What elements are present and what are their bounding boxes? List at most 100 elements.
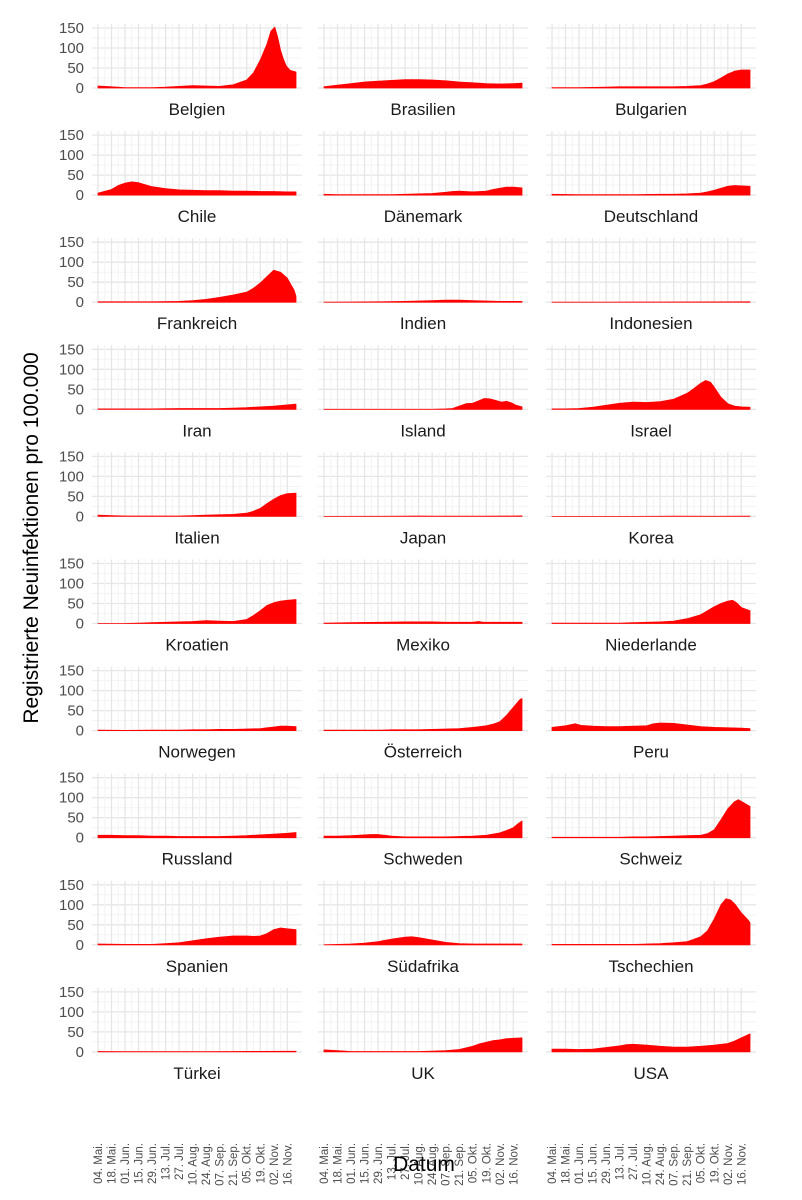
area-series bbox=[551, 722, 751, 731]
x-tick-label: 27. Jul. bbox=[174, 1143, 186, 1180]
panel: USA 04. Mai. 18. Mai. 01. Jun. 15. Jun. 29. J… bbox=[546, 987, 756, 1186]
x-tick-label: 15. Jun. bbox=[134, 1143, 146, 1184]
panel-label: Italien bbox=[174, 528, 219, 547]
panel-label: Korea bbox=[628, 528, 674, 547]
y-tick-label: 0 bbox=[76, 80, 84, 97]
y-tick-label: 150 bbox=[59, 234, 84, 251]
x-tick-label: 21. Sep. bbox=[682, 1143, 694, 1186]
panel: Niederlande bbox=[546, 559, 756, 655]
panel: Mexiko bbox=[318, 559, 528, 655]
y-tick-label: 100 bbox=[59, 361, 84, 378]
area-series bbox=[551, 898, 751, 946]
y-tick-label: 0 bbox=[76, 401, 84, 418]
y-axis-title: Registrierte Neuinfektionen pro 100.000 bbox=[20, 352, 43, 723]
panel: Indien bbox=[318, 238, 528, 333]
area-series bbox=[323, 398, 523, 410]
panel-label: Tschechien bbox=[608, 957, 693, 976]
panel: Deutschland bbox=[546, 131, 756, 226]
x-tick-label: 16. Nov. bbox=[508, 1143, 520, 1185]
panel-label: Türkei bbox=[173, 1064, 220, 1083]
x-tick-label: 18. Mai. bbox=[333, 1143, 345, 1184]
x-tick-label: 16. Nov. bbox=[282, 1143, 294, 1185]
x-tick-label: 01. Jun. bbox=[574, 1143, 586, 1184]
x-axis-title: Datum bbox=[393, 1153, 455, 1176]
y-tick-label: 150 bbox=[59, 20, 84, 37]
x-tick-label: 18. Mai. bbox=[107, 1143, 119, 1184]
area-series bbox=[97, 832, 297, 839]
x-tick-label: 24. Aug. bbox=[201, 1143, 213, 1185]
x-tick-label: 27. Jul. bbox=[628, 1143, 640, 1180]
area-series bbox=[323, 79, 523, 89]
panel-label: Österreich bbox=[384, 743, 462, 762]
panel-label: UK bbox=[411, 1064, 435, 1083]
y-tick-label: 0 bbox=[76, 187, 84, 204]
x-tick-label: 05. Okt. bbox=[696, 1143, 708, 1183]
area-series bbox=[551, 1033, 751, 1053]
y-tick-label: 150 bbox=[59, 663, 84, 680]
area-series bbox=[97, 927, 297, 946]
x-tick-label: 02. Nov. bbox=[495, 1143, 507, 1185]
y-tick-label: 100 bbox=[59, 576, 84, 593]
area-series bbox=[97, 599, 297, 624]
y-tick-label: 100 bbox=[59, 147, 84, 164]
area-series bbox=[97, 181, 297, 196]
area-series bbox=[551, 69, 751, 89]
x-tick-label: 13. Jul. bbox=[615, 1143, 627, 1180]
y-tick-label: 150 bbox=[59, 341, 84, 358]
x-tick-label: 19. Okt. bbox=[481, 1143, 493, 1183]
x-tick-label: 13. Jul. bbox=[387, 1143, 399, 1180]
panel: 0 50 100 150 Belgien bbox=[59, 20, 302, 119]
area-series bbox=[323, 299, 523, 303]
y-tick-label: 100 bbox=[59, 40, 84, 57]
y-tick-label: 50 bbox=[67, 596, 84, 613]
x-tick-label: 15. Jun. bbox=[588, 1143, 600, 1184]
panel: Korea bbox=[546, 452, 756, 547]
panel: 0 50 100 150 Italien bbox=[59, 448, 302, 547]
panel: Brasilien bbox=[318, 24, 528, 119]
panel-label: Mexiko bbox=[396, 636, 450, 655]
area-series bbox=[323, 1037, 523, 1053]
panel-label: Frankreich bbox=[157, 314, 237, 333]
panel-label: Spanien bbox=[166, 957, 228, 976]
y-tick-label: 100 bbox=[59, 254, 84, 271]
panel: Island bbox=[318, 345, 528, 440]
x-tick-label: 02. Nov. bbox=[723, 1143, 735, 1185]
y-tick-label: 0 bbox=[76, 294, 84, 311]
panel-label: Norwegen bbox=[158, 743, 236, 762]
area-series bbox=[97, 492, 297, 517]
panel: Schweden bbox=[318, 773, 528, 869]
panel: UK 04. Mai. 18. Mai. 01. Jun. 15. Jun. 29. Ju… bbox=[318, 987, 528, 1186]
y-tick-label: 50 bbox=[67, 488, 84, 505]
y-tick-label: 100 bbox=[59, 897, 84, 914]
panel: Österreich bbox=[318, 666, 528, 762]
x-tick-label: 24. Aug. bbox=[427, 1143, 439, 1185]
x-tick-label: 16. Nov. bbox=[736, 1143, 748, 1185]
panel: 0 50 100 150 Russland bbox=[59, 770, 302, 869]
x-tick-label: 29. Jun. bbox=[147, 1143, 159, 1184]
x-tick-label: 27. Jul. bbox=[400, 1143, 412, 1180]
x-tick-label: 29. Jun. bbox=[373, 1143, 385, 1184]
panel-label: Indonesien bbox=[609, 314, 692, 333]
panel-label: Brasilien bbox=[390, 100, 455, 119]
panel-label: Dänemark bbox=[384, 207, 463, 226]
area-series bbox=[323, 936, 523, 946]
panel: Japan bbox=[318, 452, 528, 547]
y-tick-label: 150 bbox=[59, 556, 84, 573]
x-tick-label: 15. Jun. bbox=[360, 1143, 372, 1184]
panel-label: Indien bbox=[400, 314, 446, 333]
y-tick-label: 50 bbox=[67, 60, 84, 77]
x-tick-label: 05. Okt. bbox=[468, 1143, 480, 1183]
area-series bbox=[551, 799, 751, 839]
panel-label: USA bbox=[634, 1064, 670, 1083]
area-series bbox=[97, 403, 297, 410]
area-series bbox=[323, 186, 523, 196]
panel-grid: 0 50 100 150 Belgien Brasilien Bulgarien 0 50 100… bbox=[59, 20, 756, 1186]
y-tick-label: 100 bbox=[59, 683, 84, 700]
x-tick-label: 07. Sep. bbox=[215, 1143, 227, 1186]
x-tick-label: 02. Nov. bbox=[269, 1143, 281, 1185]
y-tick-label: 150 bbox=[59, 770, 84, 787]
panel-label: Russland bbox=[162, 850, 233, 869]
y-tick-label: 50 bbox=[67, 703, 84, 720]
x-tick-label: 10. Aug. bbox=[414, 1143, 426, 1185]
panel: 0 50 100 150 Frankreich bbox=[59, 234, 302, 333]
